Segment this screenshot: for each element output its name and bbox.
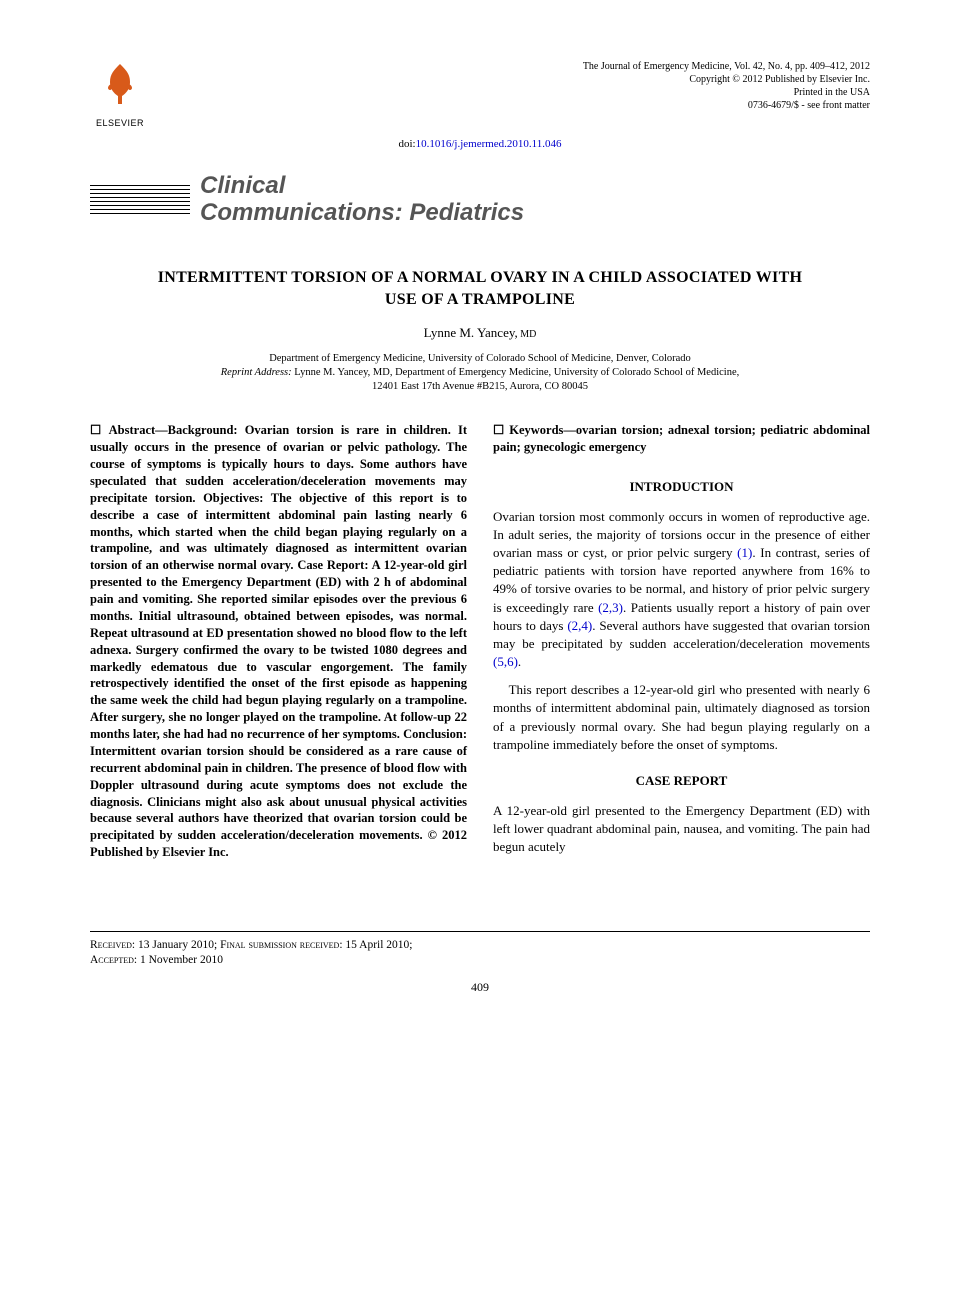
- citation-1[interactable]: (1): [737, 545, 752, 560]
- keywords-block: ☐ Keywords—ovarian torsion; adnexal tors…: [493, 422, 870, 456]
- intro-paragraph-1: Ovarian torsion most commonly occurs in …: [493, 508, 870, 672]
- received-label: Received:: [90, 939, 135, 951]
- accepted-date: 1 November 2010: [137, 954, 223, 966]
- banner-lines-icon: [90, 182, 190, 217]
- abstract-label: Abstract—: [109, 423, 168, 437]
- reprint-line: Reprint Address: Lynne M. Yancey, MD, De…: [90, 366, 870, 380]
- abstract-obj-label: Objectives:: [203, 491, 263, 505]
- affiliation-block: Department of Emergency Medicine, Univer…: [90, 352, 870, 395]
- submission-dates: Received: 13 January 2010; Final submiss…: [90, 938, 870, 969]
- abstract-cr-text: A 12-year-old girl presented to the Emer…: [90, 558, 467, 741]
- article-title: INTERMITTENT TORSION OF A NORMAL OVARY I…: [150, 267, 810, 310]
- checkbox-icon: ☐: [90, 423, 109, 437]
- banner-title: Clinical Communications: Pediatrics: [200, 172, 524, 227]
- received-date: 13 January 2010;: [135, 939, 220, 951]
- page-header: ELSEVIER The Journal of Emergency Medici…: [90, 60, 870, 129]
- citation-2-4[interactable]: (2,4): [567, 618, 592, 633]
- keywords-label: Keywords—: [509, 423, 576, 437]
- doi-link[interactable]: 10.1016/j.jemermed.2010.11.046: [416, 138, 562, 150]
- final-date: 15 April 2010;: [343, 939, 413, 951]
- author-name: Lynne M. Yancey,: [424, 325, 518, 340]
- case-paragraph-1: A 12-year-old girl presented to the Emer…: [493, 802, 870, 857]
- page-number: 409: [90, 979, 870, 995]
- journal-meta: The Journal of Emergency Medicine, Vol. …: [583, 60, 870, 112]
- intro-p1-e: .: [518, 654, 521, 669]
- journal-line: The Journal of Emergency Medicine, Vol. …: [583, 60, 870, 73]
- abstract-cr-label: Case Report:: [297, 558, 368, 572]
- footer-rule: [90, 931, 870, 932]
- case-report-heading: CASE REPORT: [493, 772, 870, 790]
- reprint-address2: 12401 East 17th Avenue #B215, Aurora, CO…: [90, 380, 870, 394]
- abstract-block: ☐ Abstract—Background: Ovarian torsion i…: [90, 422, 467, 861]
- abstract-con-text: Intermittent ovarian torsion should be c…: [90, 744, 467, 859]
- elsevier-tree-icon: [96, 60, 144, 108]
- abstract-bg-label: Background:: [168, 423, 238, 437]
- article-body: ☐ Abstract—Background: Ovarian torsion i…: [90, 422, 870, 870]
- publisher-logo: ELSEVIER: [90, 60, 150, 129]
- author-degree: MD: [518, 329, 537, 340]
- intro-heading: INTRODUCTION: [493, 478, 870, 496]
- intro-paragraph-2: This report describes a 12-year-old girl…: [493, 681, 870, 754]
- printed-line: Printed in the USA: [583, 86, 870, 99]
- doi-line: doi:10.1016/j.jemermed.2010.11.046: [90, 137, 870, 152]
- final-label: Final submission received:: [220, 939, 342, 951]
- publisher-name: ELSEVIER: [90, 117, 150, 129]
- copyright-line: Copyright © 2012 Published by Elsevier I…: [583, 73, 870, 86]
- banner-line1: Clinical: [200, 172, 524, 200]
- reprint-label: Reprint Address:: [221, 367, 292, 378]
- section-banner: Clinical Communications: Pediatrics: [90, 172, 870, 227]
- doi-prefix: doi:: [398, 138, 415, 150]
- checkbox-icon: ☐: [493, 423, 509, 437]
- abstract-con-label: Conclusion:: [403, 727, 467, 741]
- reprint-text: Lynne M. Yancey, MD, Department of Emerg…: [292, 367, 740, 378]
- author-line: Lynne M. Yancey, MD: [90, 324, 870, 342]
- banner-line2: Communications: Pediatrics: [200, 199, 524, 227]
- accepted-label: Accepted:: [90, 954, 137, 966]
- affiliation-dept: Department of Emergency Medicine, Univer…: [90, 352, 870, 366]
- issn-line: 0736-4679/$ - see front matter: [583, 99, 870, 112]
- citation-2-3[interactable]: (2,3): [598, 600, 623, 615]
- citation-5-6[interactable]: (5,6): [493, 654, 518, 669]
